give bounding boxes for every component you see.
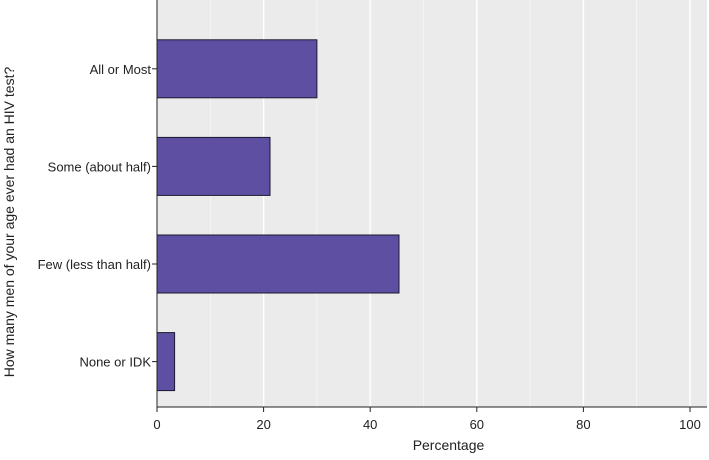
x-tick-label: 60 [470, 417, 484, 432]
bar [156, 332, 176, 392]
y-axis-ticks: All or Most Some (about half) Few (less th… [38, 62, 157, 370]
x-axis-title: Percentage [413, 437, 485, 453]
x-tick-label: 100 [679, 417, 701, 432]
y-axis-title: How many men of your age ever had an HIV… [1, 67, 17, 378]
y-category-label: Few (less than half) [38, 257, 151, 272]
y-category-label: None or IDK [79, 355, 151, 370]
x-tick-label: 40 [363, 417, 377, 432]
bar [156, 39, 318, 99]
x-axis-ticks: 0 20 40 60 80 100 [153, 407, 701, 432]
x-tick-label: 0 [153, 417, 160, 432]
y-category-label: Some (about half) [48, 159, 151, 174]
grid-lines [156, 0, 691, 407]
y-category-label: All or Most [90, 62, 152, 77]
x-tick-label: 20 [256, 417, 270, 432]
x-tick-label: 80 [576, 417, 590, 432]
bar [156, 234, 400, 294]
bars [156, 39, 400, 392]
bar [156, 136, 271, 196]
